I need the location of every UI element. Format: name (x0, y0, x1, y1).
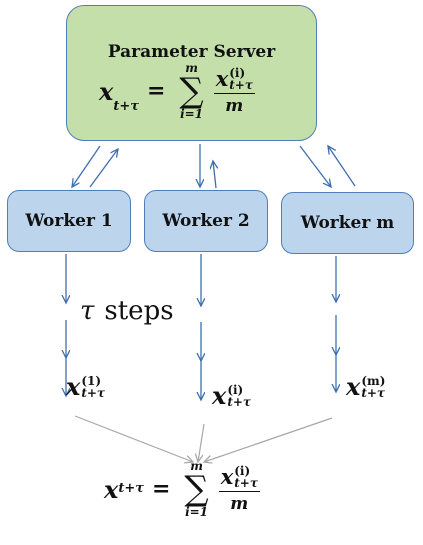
outm-var: x (346, 372, 361, 401)
outm-scripts: (m) t+τ (361, 375, 385, 399)
steps-text: steps (104, 296, 174, 326)
agg-num-sub: t+τ (234, 475, 258, 490)
sum-sign: ∑ (179, 71, 204, 111)
outi-scripts: (i) t+τ (227, 384, 251, 408)
num-var: x (215, 66, 229, 91)
tau-steps-label: τ steps (80, 296, 174, 326)
tau-symbol: τ (80, 296, 95, 326)
agg-fraction-numerator: x (i) t+τ (218, 464, 260, 492)
agg-fraction-denominator: m (230, 494, 249, 514)
worker-2-label: Worker 2 (162, 211, 250, 231)
out1-sup: (1) (81, 373, 102, 388)
arrow-workerm-to-server (328, 146, 356, 187)
server-lhs-var: x (99, 76, 114, 106)
agg-sum-operator: m ∑ i=1 (184, 460, 208, 518)
agg-sum-lower: i=1 (185, 505, 209, 519)
agg-num-sup: (i) (234, 463, 251, 478)
arrow-out1-to-sum (74, 415, 193, 462)
fraction-denominator: m (225, 96, 244, 116)
outi-sub: t+τ (227, 394, 251, 409)
outm-sup: (m) (361, 373, 386, 388)
agg-sum-sign: ∑ (184, 469, 209, 509)
arrow-worker1-to-server (89, 149, 118, 188)
outi-sup: (i) (227, 382, 244, 397)
sum-lower: i=1 (180, 107, 204, 121)
agg-fraction: x (i) t+τ m (218, 464, 260, 514)
sum-upper: m (185, 61, 198, 75)
worker-m-box: Worker m (281, 192, 414, 254)
server-lhs-sub: t+τ (113, 99, 139, 114)
agg-sum-upper: m (190, 459, 203, 473)
output-worker-m: x (m) t+τ (346, 372, 385, 401)
out1-scripts: (1) t+τ (81, 375, 105, 399)
equals-sign: = (146, 78, 166, 104)
fraction-numerator: x (i) t+τ (213, 66, 255, 94)
aggregation-formula: x t+τ = m ∑ i=1 x (i) t+τ m (104, 460, 260, 518)
outi-var: x (212, 381, 227, 410)
output-worker-1: x (1) t+τ (66, 372, 105, 401)
arrow-outi-to-sum (198, 423, 205, 462)
out1-var: x (66, 372, 81, 401)
agg-num-scripts: (i) t+τ (234, 465, 258, 489)
arrow-server-to-worker1 (72, 145, 101, 187)
parameter-server-box: Parameter Server x t+τ = m ∑ i=1 x (i) t… (66, 5, 317, 141)
num-sub: t+τ (229, 77, 253, 92)
outm-sub: t+τ (361, 385, 385, 400)
fraction: x (i) t+τ m (213, 66, 255, 116)
worker-m-label: Worker m (300, 213, 395, 233)
agg-lhs-sub: t+τ (118, 481, 144, 496)
arrow-worker2-to-server (213, 161, 216, 189)
server-formula: x t+τ = m ∑ i=1 x (i) t+τ m (99, 62, 255, 120)
num-sup: (i) (229, 65, 246, 80)
worker-2-box: Worker 2 (144, 190, 268, 252)
arrow-outm-to-sum (204, 417, 333, 462)
sum-operator: m ∑ i=1 (179, 62, 203, 120)
output-worker-i: x (i) t+τ (212, 381, 251, 410)
agg-lhs-var: x (104, 474, 119, 504)
agg-equals-sign: = (151, 476, 171, 502)
num-scripts: (i) t+τ (229, 67, 253, 91)
out1-sub: t+τ (81, 385, 105, 400)
arrow-server-to-workerm (299, 145, 331, 187)
worker-1-box: Worker 1 (7, 190, 131, 252)
server-title: Parameter Server (107, 42, 276, 62)
agg-num-var: x (220, 464, 234, 489)
worker-1-label: Worker 1 (25, 211, 113, 231)
